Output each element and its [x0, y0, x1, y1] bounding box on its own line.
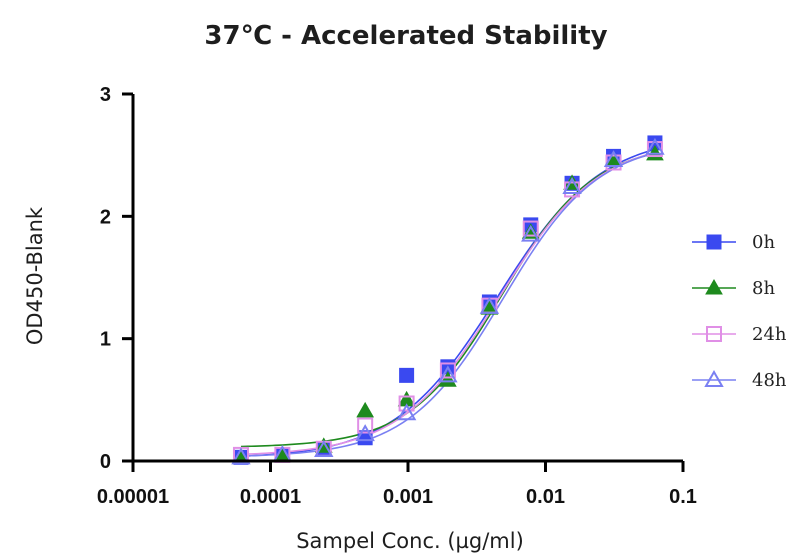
y-tick-label: 2 [100, 206, 111, 228]
fit-curve-8h [240, 152, 656, 448]
data-point [314, 439, 334, 457]
legend-marker [704, 370, 724, 387]
legend-item-8h: 8h [692, 278, 775, 299]
x-tick-label: 0.0001 [240, 486, 301, 508]
y-tick-label: 0 [100, 451, 111, 473]
axes: 0 1 2 3 0.00001 0.0001 0.001 0.01 0.1 [97, 84, 697, 508]
data-point [562, 176, 582, 194]
legend-marker [706, 234, 722, 250]
data-point [438, 365, 458, 383]
legend-marker [706, 326, 722, 342]
legend: 0h 8h 24h 48h [692, 232, 787, 391]
legend-item-48h: 48h [692, 370, 787, 391]
data-point [479, 296, 500, 314]
data-point [522, 220, 539, 237]
x-tick-label: 0.1 [669, 486, 697, 508]
data-point [355, 424, 375, 442]
legend-label: 48h [752, 370, 787, 391]
y-axis-label: OD450-Blank [23, 206, 47, 345]
data-point [646, 141, 663, 158]
data-point [645, 137, 665, 155]
x-tick-label: 0.01 [526, 486, 565, 508]
fitted-curves [240, 148, 656, 458]
data-point [439, 362, 456, 379]
legend-item-24h: 24h [692, 324, 787, 345]
data-point [356, 401, 375, 418]
legend-marker [705, 279, 723, 295]
data-points [231, 135, 665, 465]
fit-curve-24h [240, 151, 656, 456]
data-point [399, 367, 415, 383]
x-tick-label: 0.001 [383, 486, 433, 508]
fit-curve-0h [240, 148, 656, 458]
x-tick-label: 0.00001 [97, 486, 169, 508]
data-point [439, 371, 457, 387]
x-axis-label: Sampel Conc. (µg/ml) [296, 529, 524, 553]
data-point [398, 395, 415, 412]
chart-title: 37℃ - Accelerated Stability [204, 21, 607, 51]
data-point [396, 403, 417, 421]
data-point [521, 224, 541, 242]
data-point [231, 447, 251, 465]
legend-item-0h: 0h [692, 232, 775, 253]
data-point [603, 150, 624, 168]
legend-label: 24h [752, 324, 787, 345]
fit-curve-48h [240, 152, 656, 457]
y-tick-label: 1 [100, 329, 111, 351]
legend-label: 0h [752, 232, 775, 253]
legend-label: 8h [752, 278, 775, 299]
data-point [357, 417, 374, 434]
y-tick-label: 3 [100, 84, 111, 106]
